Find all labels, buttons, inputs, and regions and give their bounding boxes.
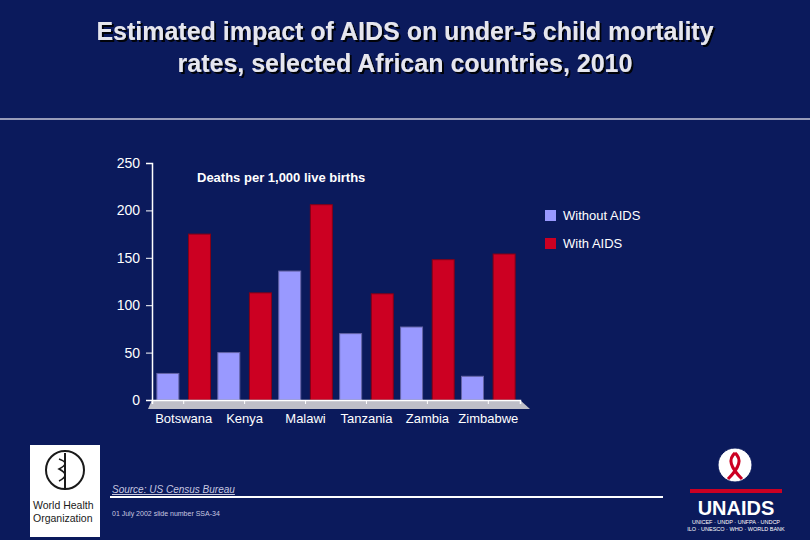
legend-swatch: [545, 210, 556, 221]
y-tick-mark: [146, 400, 152, 401]
who-staff: [64, 453, 66, 489]
x-tick-label: Zambia: [406, 411, 450, 426]
y-tick-label: 0: [132, 392, 140, 408]
y-axis-title: Deaths per 1,000 live births: [197, 170, 365, 185]
x-tick: Zimbabwe: [458, 400, 518, 426]
y-tick-mark: [146, 210, 152, 211]
who-logo: World HealthOrganization: [30, 445, 100, 537]
legend-label: With AIDS: [563, 236, 623, 251]
y-axis: 0 50 100 150 200 250: [117, 155, 153, 408]
legend-swatch: [545, 238, 556, 249]
footer-rule: [110, 496, 663, 498]
x-tick-label: Kenya: [226, 411, 264, 426]
x-tick: Malawi: [285, 400, 326, 426]
bar: [157, 373, 179, 400]
title-rule: [0, 118, 810, 120]
bar: [432, 260, 454, 400]
legend-item: With AIDS: [545, 236, 623, 251]
y-tick-label: 250: [117, 155, 141, 171]
bar: [371, 294, 393, 400]
x-axis: Botswana Kenya Malawi Tanzania Zambia Zimbabw…: [153, 400, 521, 426]
who-emblem: [46, 451, 84, 489]
legend-item: Without AIDS: [545, 208, 641, 223]
bar: [218, 353, 240, 400]
y-axis-line: [146, 164, 153, 401]
x-tick-mark: [427, 400, 428, 404]
y-tick: 50: [124, 345, 152, 361]
unaids-ribbon: [728, 453, 742, 479]
x-tick-mark: [305, 400, 306, 404]
who-name: World HealthOrganization: [33, 499, 94, 524]
x-tick: Zambia: [406, 400, 450, 426]
x-tick-mark: [244, 400, 245, 404]
x-axis-line: [153, 401, 521, 405]
bar: [189, 234, 211, 400]
slide: Estimated impact of AIDS on under-5 chil…: [0, 0, 810, 540]
bar: [462, 376, 484, 400]
y-tick-label: 200: [117, 202, 141, 218]
unaids-name: UNAIDS: [698, 497, 775, 519]
who-snake: [59, 459, 65, 481]
y-tick: 150: [117, 250, 152, 266]
x-tick-label: Malawi: [285, 411, 326, 426]
y-tick: 200: [117, 202, 152, 218]
slide-number: 01 July 2002 slide number SSA-34: [112, 510, 220, 518]
bars: [157, 205, 515, 400]
y-tick-mark: [146, 163, 152, 164]
legend: Without AIDS With AIDS: [545, 208, 641, 251]
bar: [249, 293, 271, 400]
legend-label: Without AIDS: [563, 208, 641, 223]
y-tick-mark: [146, 258, 152, 259]
x-tick-mark: [488, 400, 489, 404]
x-tick-mark: [366, 400, 367, 404]
bar: [310, 205, 332, 400]
who-logo-box: [30, 445, 100, 537]
bar: [279, 271, 301, 400]
y-tick-mark: [146, 353, 152, 354]
bar: [340, 334, 362, 400]
source: Source: US Census Bureau: [112, 484, 235, 495]
x-tick: Botswana: [155, 400, 213, 426]
x-tick-mark: [183, 400, 184, 404]
y-tick: 250: [117, 155, 152, 171]
y-tick-label: 100: [117, 297, 141, 313]
y-tick: 0: [132, 392, 152, 408]
unaids-logo: UNAIDSUNICEF · UNDP · UNFPA · UNDCPILO ·…: [687, 448, 785, 532]
floor: [148, 400, 530, 409]
x-tick: Tanzania: [340, 400, 393, 426]
background: [0, 0, 810, 540]
series-1: [189, 205, 516, 400]
x-tick-label: Zimbabwe: [458, 411, 518, 426]
unaids-emblem: [718, 448, 752, 482]
bar: [493, 254, 515, 400]
y-tick-label: 50: [124, 345, 140, 361]
y-tick-label: 150: [117, 250, 141, 266]
y-tick: 100: [117, 297, 152, 313]
y-tick-mark: [146, 305, 152, 306]
unaids-cosponsors-2: ILO · UNESCO · WHO · WORLD BANK: [687, 526, 785, 532]
bar: [401, 327, 423, 400]
unaids-cosponsors-1: UNICEF · UNDP · UNFPA · UNDCP: [692, 519, 780, 525]
title: Estimated impact of AIDS on under-5 chil…: [96, 17, 713, 77]
unaids-bar: [690, 489, 782, 493]
x-tick-label: Botswana: [155, 411, 213, 426]
x-tick: Kenya: [226, 400, 264, 426]
x-tick-label: Tanzania: [340, 411, 393, 426]
